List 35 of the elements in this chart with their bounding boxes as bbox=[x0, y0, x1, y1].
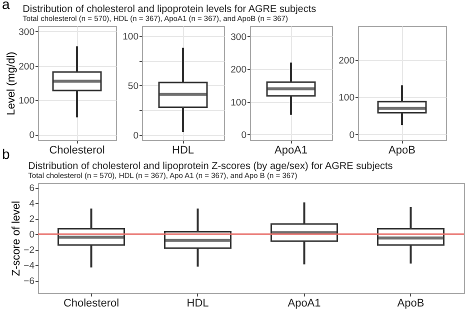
y-tick-label: 300 bbox=[230, 32, 246, 43]
y-axis-title: Level (mg/dl) bbox=[6, 52, 18, 116]
y-tick-label: −6 bbox=[24, 276, 34, 288]
y-tick-label: −2 bbox=[24, 245, 34, 256]
x-tick-label: ApoB bbox=[397, 298, 424, 310]
x-tick-label: Cholesterol bbox=[63, 298, 120, 310]
y-tick-label: 0 bbox=[241, 130, 246, 141]
x-tick-label: HDL bbox=[186, 298, 209, 310]
y-axis-title: Z-score of level bbox=[10, 200, 23, 276]
y-tick-label: 100 bbox=[18, 96, 34, 107]
x-tick-label: Cholesterol bbox=[49, 144, 105, 156]
y-tick-label: 100 bbox=[122, 31, 138, 42]
y-tick-label: 100 bbox=[230, 97, 246, 108]
y-tick-label: 2 bbox=[29, 214, 34, 226]
text: Distribution of cholesterol and lipoprotein levels for AGRE subjects bbox=[22, 4, 316, 15]
x-tick-label: ApoA1 bbox=[288, 298, 321, 310]
y-tick-label: 4 bbox=[29, 198, 34, 210]
x-tick-label: ApoA1 bbox=[274, 144, 308, 156]
y-tick-label: 0 bbox=[29, 130, 34, 142]
x-tick-label: ApoB bbox=[388, 144, 416, 156]
y-tick-label: 200 bbox=[338, 55, 354, 66]
y-tick-label: 200 bbox=[18, 61, 34, 72]
y-tick-label: 200 bbox=[230, 64, 246, 76]
y-tick-label: 300 bbox=[18, 26, 34, 38]
y-tick-label: 0 bbox=[349, 130, 354, 141]
y-tick-label: 6 bbox=[29, 183, 34, 194]
y-tick-label: 50 bbox=[128, 80, 138, 92]
y-tick-label: 0 bbox=[29, 230, 34, 241]
x-tick-label: HDL bbox=[172, 144, 194, 156]
y-tick-label: 100 bbox=[338, 92, 354, 104]
y-tick-label: −4 bbox=[24, 260, 34, 272]
text: b bbox=[2, 146, 10, 162]
y-tick-label: 0 bbox=[133, 130, 138, 142]
chart-title: Distribution of cholesterol and lipoprotein Z-scores (by age/sex) for AGRE subjects bbox=[28, 161, 393, 172]
text: a bbox=[2, 0, 10, 12]
